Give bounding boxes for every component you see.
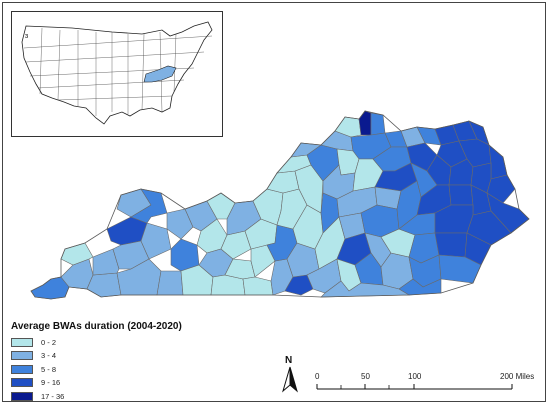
svg-text:ɜ: ɜ xyxy=(25,33,28,40)
kentucky-highlight xyxy=(143,65,177,83)
legend-item: 9 - 16 xyxy=(11,377,171,389)
legend-item: 5 - 8 xyxy=(11,363,171,375)
legend-label: 17 - 36 xyxy=(41,391,65,401)
north-arrow-icon xyxy=(282,366,298,393)
legend-swatch xyxy=(11,337,33,347)
legend-swatch xyxy=(11,364,33,374)
legend-title: Average BWAs duration (2004-2020) xyxy=(11,321,182,332)
county xyxy=(242,276,274,296)
kentucky-state-outline xyxy=(30,110,530,300)
county xyxy=(358,110,372,136)
scale-bar xyxy=(316,384,513,390)
legend-swatch xyxy=(11,378,33,387)
north-arrow-label: N xyxy=(285,355,293,366)
county xyxy=(370,112,386,136)
legend-label: 5 - 8 xyxy=(41,364,57,374)
county xyxy=(448,184,474,206)
legend-item: 17 - 36 xyxy=(11,390,171,402)
county xyxy=(86,272,122,298)
state-boundaries xyxy=(23,27,213,116)
map-frame: ɜ xyxy=(2,2,546,402)
legend: Average BWAs duration (2004-2020) 0 - 2 3… xyxy=(11,321,182,404)
county xyxy=(166,208,194,240)
legend-item: 0 - 2 xyxy=(11,336,171,348)
county xyxy=(486,174,516,204)
county xyxy=(140,222,172,260)
legend-item: 3 - 4 xyxy=(11,350,171,362)
scale-tick-50: 50 xyxy=(361,372,370,381)
scale-tick-0: 0 xyxy=(315,372,320,381)
legend-swatch xyxy=(11,391,33,401)
legend-items: 0 - 2 3 - 4 5 - 8 9 - 16 17 - 36 xyxy=(11,336,171,402)
scale-tick-200: 200 Miles xyxy=(500,372,535,381)
county xyxy=(434,232,468,258)
legend-label: 0 - 2 xyxy=(41,337,57,347)
kentucky-county-map xyxy=(30,110,530,300)
usa-outline-map: ɜ xyxy=(21,21,213,125)
county xyxy=(156,270,184,296)
legend-swatch xyxy=(11,351,33,360)
county-polygons xyxy=(30,110,530,300)
legend-label: 9 - 16 xyxy=(41,378,61,387)
legend-label: 3 - 4 xyxy=(41,351,57,360)
inset-locator-map: ɜ xyxy=(11,11,223,137)
scale-tick-100: 100 xyxy=(408,372,422,381)
county xyxy=(130,188,168,224)
county xyxy=(92,248,120,276)
